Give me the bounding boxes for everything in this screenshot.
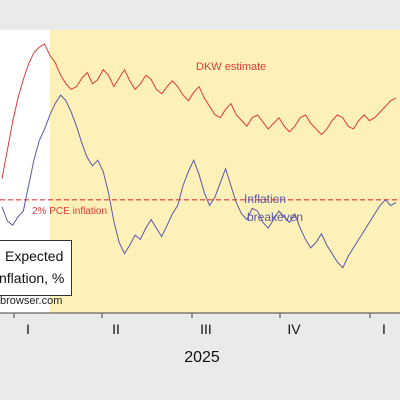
y-axis-label-box: Expected nflation, %	[0, 240, 72, 296]
x-tick-label-3: IV	[287, 321, 301, 337]
x-tick-label-4: I	[382, 321, 386, 337]
y-axis-label-line-2: nflation, %	[0, 270, 65, 286]
x-tick-label-1: II	[112, 321, 120, 337]
series-label-dkw: DKW estimate	[196, 61, 266, 73]
series-label-breakeven-line2: breakeven	[247, 210, 303, 224]
series-line-1	[1, 94, 397, 269]
x-tick-label-2: III	[200, 321, 212, 337]
source-credit: browser.com	[0, 295, 63, 307]
series-label-breakeven-line1: Inflation	[244, 192, 286, 206]
x-tick-label-0: I	[26, 321, 30, 337]
y-axis-label-line-1: Expected	[5, 248, 64, 264]
series-line-0	[1, 43, 397, 179]
reference-line-label: 2% PCE inflation	[32, 206, 107, 217]
x-axis-label: 2025	[184, 349, 220, 366]
